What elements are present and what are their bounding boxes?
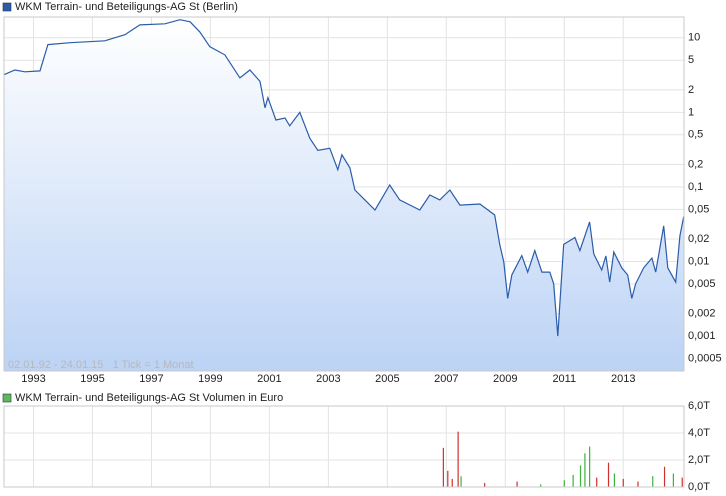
y-tick-label: 0,01 [688,255,709,267]
y-tick-label: 0,05 [688,203,709,215]
x-tick-label: 2007 [434,373,458,385]
volume-bar [457,431,459,487]
volume-bar [572,474,574,487]
price-line [3,19,685,337]
y-tick-label: 2 [688,84,694,96]
y-tick-label: 0,0T [688,481,710,493]
y-tick-label: 0,0005 [688,352,722,364]
y-tick-label: 0,001 [688,330,716,342]
legend-swatch [2,2,12,12]
y-tick-label: 0,002 [688,308,716,320]
date-range-note: 02.01.92 - 24.01.15 1 Tick = 1 Monat [8,359,194,371]
volume-bar [637,481,639,487]
volume-bar [516,481,518,487]
volume-bar [663,466,666,487]
y-tick-label: 10 [688,32,700,44]
y-tick-label: 4,0T [688,427,710,439]
volume-bar [613,473,616,487]
x-tick-label: 1997 [139,373,163,385]
x-tick-label: 1995 [80,373,104,385]
legend-label: WKM Terrain- und Beteiligungs-AG St Volu… [15,392,283,404]
x-tick-label: 2013 [611,373,635,385]
volume-bar [540,484,542,487]
legend-swatch [2,393,12,403]
y-tick-label: 0,1 [688,181,703,193]
y-tick-label: 0,5 [688,129,703,141]
x-tick-label: 1993 [21,373,45,385]
volume-bar [589,446,591,487]
volume-bar [652,476,654,487]
y-tick-label: 0,2 [688,158,703,170]
x-tick-label: 2003 [316,373,340,385]
x-tick-label: 2005 [375,373,399,385]
volume-bar [584,453,586,487]
volume-bar [672,473,674,487]
y-tick-label: 2,0T [688,454,710,466]
y-tick-label: 1 [688,106,694,118]
y-tick-label: 0,02 [688,233,709,245]
volume-bar [442,447,444,487]
volume-bar [579,465,582,487]
volume-bar [607,462,610,487]
volume-bar [484,482,486,487]
volume-bar [460,476,462,487]
volume-bar [563,480,565,487]
x-tick-label: 2001 [257,373,281,385]
legend-label: WKM Terrain- und Beteiligungs-AG St (Ber… [15,1,238,13]
y-tick-label: 0,005 [688,278,716,290]
volume-bar [596,477,598,487]
volume-bar [447,470,449,487]
x-tick-label: 1999 [198,373,222,385]
volume-bar [622,478,624,487]
x-tick-label: 2009 [493,373,517,385]
plot-frame [3,405,685,488]
volume-bar [451,478,453,487]
area-fill [4,19,684,371]
x-tick-label: 2011 [552,373,576,385]
volume-bar [681,477,683,487]
y-tick-label: 6,0T [688,400,710,412]
y-tick-label: 5 [688,54,694,66]
plot-frame [3,16,685,372]
